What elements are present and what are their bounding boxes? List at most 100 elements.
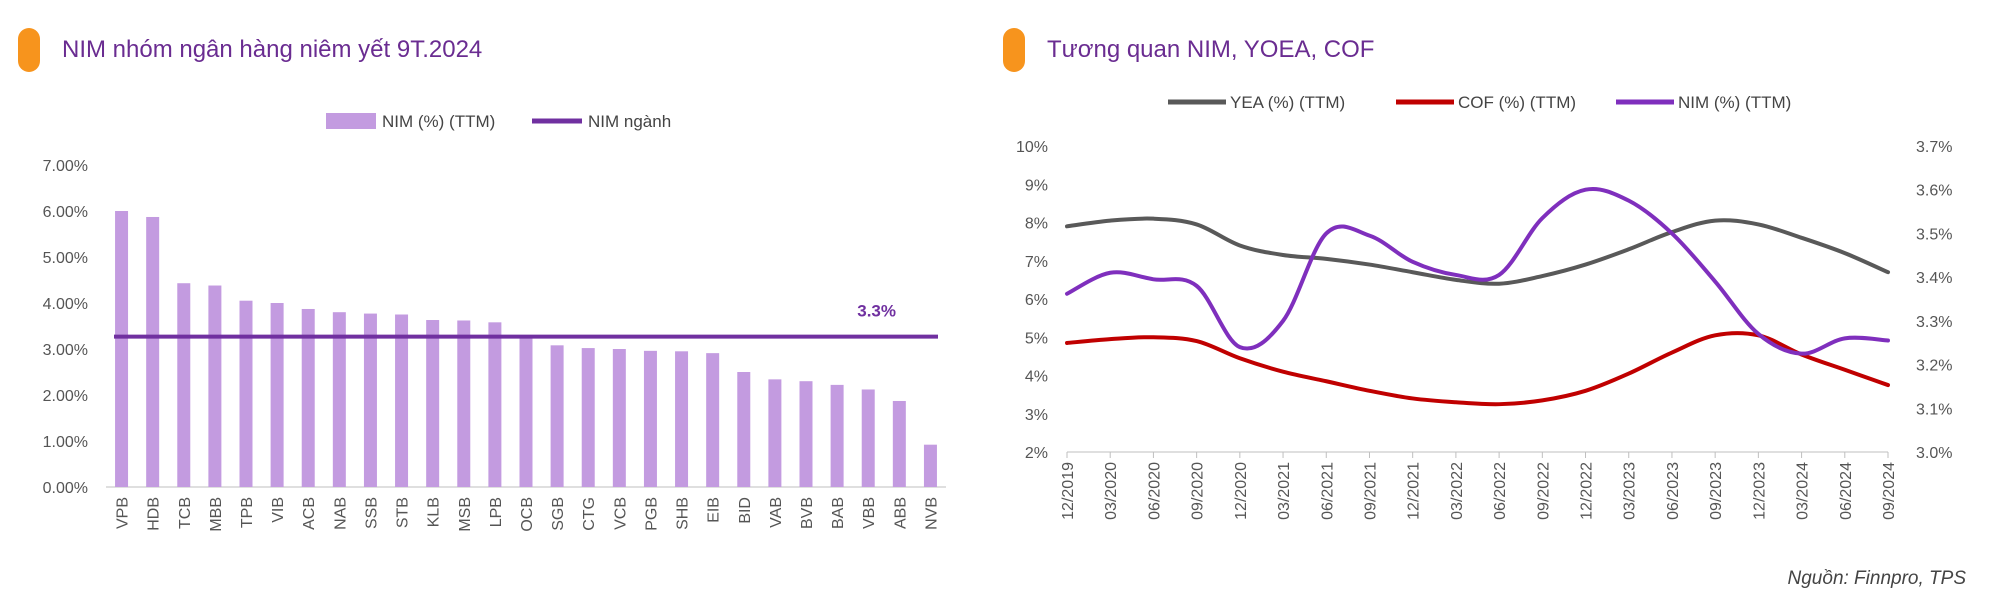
x-tick-label: 03/2024 bbox=[1795, 462, 1812, 520]
line-chart-legend: YEA (%) (TTM) COF (%) (TTM) NIM (%) (TTM) bbox=[1168, 93, 1791, 112]
y-tick-label: 5.00% bbox=[43, 250, 88, 267]
right-y-tick-label: 3.4% bbox=[1916, 270, 1952, 287]
x-tick-label: 09/2023 bbox=[1708, 462, 1725, 520]
x-tick-label: SSB bbox=[363, 497, 380, 529]
x-tick-label: SHB bbox=[675, 497, 692, 530]
bar-ssb bbox=[363, 313, 377, 487]
x-tick-label: 06/2020 bbox=[1146, 462, 1163, 520]
series-line-yea bbox=[1065, 216, 1890, 286]
series-line-nim bbox=[1065, 187, 1890, 356]
bar-acb bbox=[301, 308, 315, 487]
x-tick-label: BVB bbox=[799, 497, 816, 529]
x-tick-label: VAB bbox=[768, 497, 785, 528]
right-y-tick-label: 3.3% bbox=[1916, 314, 1952, 331]
x-tick-label: NVB bbox=[923, 497, 940, 530]
bar-shb bbox=[675, 351, 689, 487]
bar-nab bbox=[332, 312, 346, 487]
right-y-tick-label: 3.1% bbox=[1916, 401, 1952, 418]
bar-vpb bbox=[115, 211, 129, 487]
bar-bid bbox=[737, 372, 751, 487]
bar-tcb bbox=[177, 283, 191, 487]
left-y-tick-label: 4% bbox=[1025, 369, 1048, 386]
x-tick-label: VIB bbox=[270, 497, 287, 523]
x-tick-label: 12/2021 bbox=[1406, 462, 1423, 520]
nim-yea-cof-line-chart: YEA (%) (TTM) COF (%) (TTM) NIM (%) (TTM) 2… bbox=[1016, 93, 1953, 520]
bar-msb bbox=[457, 320, 471, 487]
x-tick-label: TPB bbox=[239, 497, 256, 528]
industry-nim-label: 3.3% bbox=[857, 302, 896, 321]
left-y-tick-label: 5% bbox=[1025, 330, 1048, 347]
right-chart-title: Tương quan NIM, YOEA, COF bbox=[1047, 36, 1375, 63]
x-tick-label: 06/2022 bbox=[1492, 462, 1509, 520]
bar-vab bbox=[768, 379, 782, 487]
x-tick-label: 09/2022 bbox=[1535, 462, 1552, 520]
bar-stb bbox=[395, 314, 409, 487]
right-y-tick-label: 3.2% bbox=[1916, 358, 1952, 375]
x-tick-label: 09/2020 bbox=[1190, 462, 1207, 520]
x-tick-label: SGB bbox=[550, 497, 567, 531]
bar-pgb bbox=[643, 350, 657, 487]
legend-label-industry-line: NIM ngành bbox=[588, 112, 671, 131]
x-tick-label: 03/2023 bbox=[1622, 462, 1639, 520]
bar-hdb bbox=[146, 216, 160, 488]
y-tick-label: 7.00% bbox=[43, 158, 88, 175]
x-tick-label: 12/2022 bbox=[1579, 462, 1596, 520]
x-tick-label: STB bbox=[395, 497, 412, 528]
y-tick-label: 4.00% bbox=[43, 296, 88, 313]
left-chart-title: NIM nhóm ngân hàng niêm yết 9T.2024 bbox=[62, 36, 483, 63]
x-tick-label: CTG bbox=[581, 497, 598, 531]
legend-label-nim: NIM (%) (TTM) bbox=[1678, 93, 1791, 112]
right-y-tick-label: 3.0% bbox=[1916, 445, 1952, 462]
left-y-tick-label: 7% bbox=[1025, 254, 1048, 271]
x-tick-label: 09/2024 bbox=[1881, 462, 1898, 520]
x-tick-label: BID bbox=[737, 497, 754, 524]
x-tick-label: 03/2021 bbox=[1276, 462, 1293, 520]
legend-label-cof: COF (%) (TTM) bbox=[1458, 93, 1576, 112]
bar-eib bbox=[706, 353, 720, 487]
left-y-tick-label: 3% bbox=[1025, 407, 1048, 424]
right-chart-header: Tương quan NIM, YOEA, COF bbox=[1003, 26, 1374, 74]
x-tick-label: 09/2021 bbox=[1362, 462, 1379, 520]
nim-bar-chart: NIM (%) (TTM) NIM ngành 0.00% 1.00% 2.00% 3.0… bbox=[43, 112, 946, 532]
x-tick-label: VBB bbox=[861, 497, 878, 529]
x-tick-label: ABB bbox=[892, 497, 909, 529]
y-tick-label: 3.00% bbox=[43, 342, 88, 359]
left-y-tick-label: 6% bbox=[1025, 292, 1048, 309]
x-tick-label: 12/2023 bbox=[1751, 462, 1768, 520]
x-tick-label: 06/2024 bbox=[1838, 462, 1855, 520]
x-tick-label: TCB bbox=[177, 497, 194, 529]
right-y-tick-label: 3.7% bbox=[1916, 139, 1952, 156]
x-tick-label: ACB bbox=[301, 497, 318, 530]
bar-tpb bbox=[239, 300, 253, 487]
x-tick-label: 03/2022 bbox=[1449, 462, 1466, 520]
bar-klb bbox=[426, 320, 440, 487]
bar-ctg bbox=[581, 348, 595, 487]
y-tick-label: 1.00% bbox=[43, 434, 88, 451]
bar-vib bbox=[270, 303, 284, 487]
bar-sgb bbox=[550, 345, 564, 487]
source-note: Nguồn: Finnpro, TPS bbox=[1787, 568, 1966, 589]
x-tick-label: HDB bbox=[146, 497, 163, 531]
right-title-accent-marker bbox=[1003, 28, 1025, 72]
x-tick-label: 06/2023 bbox=[1665, 462, 1682, 520]
bar-ocb bbox=[519, 335, 533, 487]
left-y-tick-label: 8% bbox=[1025, 216, 1048, 233]
x-tick-label: PGB bbox=[643, 497, 660, 531]
left-y-tick-label: 10% bbox=[1016, 139, 1048, 156]
x-tick-label: KLB bbox=[426, 497, 443, 527]
x-tick-label: LPB bbox=[488, 497, 505, 527]
x-tick-label: BAB bbox=[830, 497, 847, 529]
x-tick-label: EIB bbox=[706, 497, 723, 523]
x-tick-label: 12/2019 bbox=[1060, 462, 1077, 520]
bar-bab bbox=[830, 384, 844, 487]
bar-lpb bbox=[488, 322, 502, 487]
left-chart-header: NIM nhóm ngân hàng niêm yết 9T.2024 bbox=[18, 26, 482, 74]
x-tick-label: 03/2020 bbox=[1103, 462, 1120, 520]
y-tick-label: 0.00% bbox=[43, 480, 88, 497]
x-tick-label: OCB bbox=[519, 497, 536, 532]
legend-label-yea: YEA (%) (TTM) bbox=[1230, 93, 1345, 112]
x-tick-label: VCB bbox=[612, 497, 629, 530]
bar-mbb bbox=[208, 285, 222, 487]
x-tick-label: NAB bbox=[332, 497, 349, 530]
bar-vbb bbox=[861, 389, 875, 487]
